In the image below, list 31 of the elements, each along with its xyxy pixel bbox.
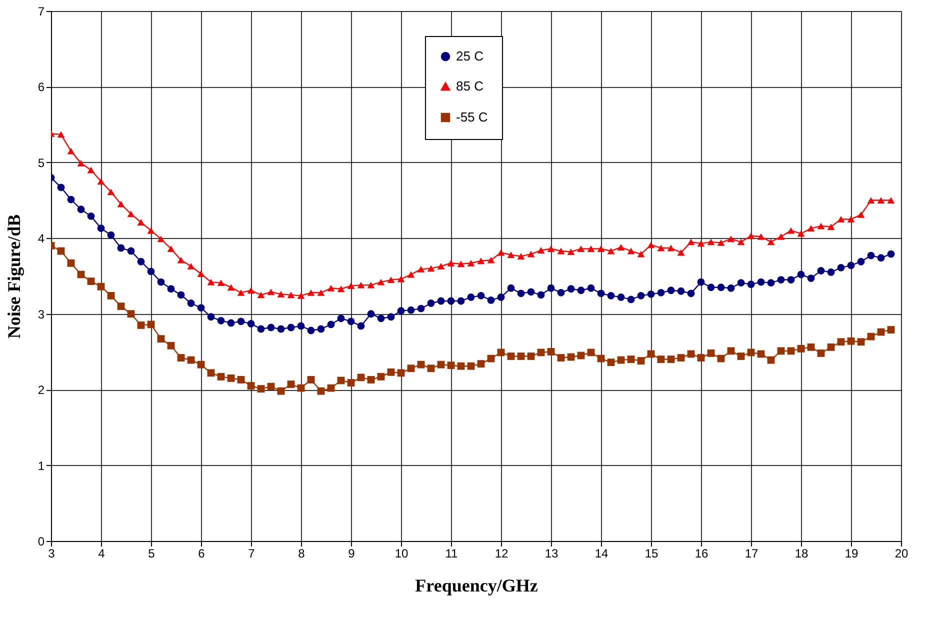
x-tick-label: 16 xyxy=(694,546,708,560)
x-tick-label: 8 xyxy=(298,546,306,560)
y-tick-label: 0 xyxy=(38,534,45,548)
x-tick-label: 13 xyxy=(544,546,558,560)
legend-label: -55 C xyxy=(456,110,488,124)
x-tick-label: 9 xyxy=(348,546,356,560)
y-tick-label: 4 xyxy=(38,232,45,246)
x-tick-label: 3 xyxy=(48,546,56,560)
x-tick-label: 11 xyxy=(445,546,458,560)
y-tick-label: 1 xyxy=(38,458,45,473)
x-tick-label: 12 xyxy=(494,546,508,560)
y-tick-label: 5 xyxy=(38,156,45,170)
legend-label: 25 C xyxy=(456,48,484,64)
y-tick-label: 2 xyxy=(38,383,45,398)
x-tick-label: 7 xyxy=(248,546,256,560)
y-tick-label: 3 xyxy=(38,307,45,322)
x-axis-title: Frequency/GHz xyxy=(415,576,538,596)
x-tick-label: 20 xyxy=(894,546,908,560)
x-tick-label: 14 xyxy=(594,546,608,560)
x-tick-label: 15 xyxy=(644,546,658,560)
y-tick-label: 6 xyxy=(38,80,45,94)
legend-label: 85 C xyxy=(456,78,484,94)
x-tick-label: 19 xyxy=(844,546,858,560)
x-tick-label: 18 xyxy=(794,546,808,560)
y-axis-title: Noise Figure/dB xyxy=(4,214,24,339)
x-tick-label: 4 xyxy=(98,546,106,560)
x-tick-label: 17 xyxy=(744,546,758,560)
x-tick-label: 6 xyxy=(198,546,206,560)
x-tick-label: 5 xyxy=(148,546,156,560)
y-tick-label: 7 xyxy=(38,4,45,18)
x-tick-label: 10 xyxy=(394,546,408,560)
